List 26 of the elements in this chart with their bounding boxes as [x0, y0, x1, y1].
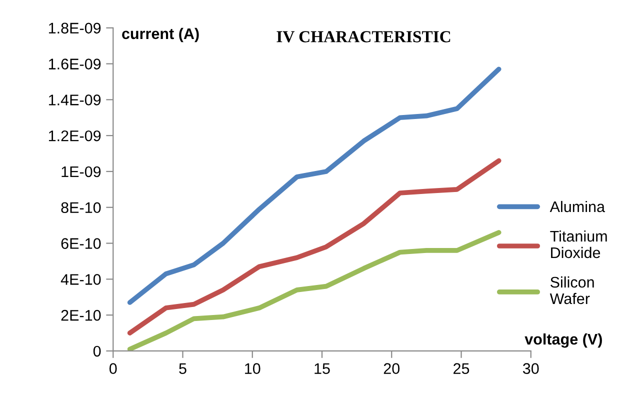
- x-tick-label: 30: [522, 363, 539, 374]
- y-tick-label: 1E-09: [62, 166, 101, 178]
- y-tick-label: 4E-10: [60, 274, 101, 285]
- y-tick-label: 2E-10: [61, 310, 101, 321]
- y-tick-label: 8E-10: [61, 202, 101, 214]
- x-axis-title: voltage (V): [524, 333, 602, 348]
- legend-label: Titanium Dioxide: [550, 230, 607, 258]
- legend-label: Silicon Wafer: [550, 276, 594, 304]
- x-tick-label: 25: [454, 363, 470, 374]
- x-tick-label: 15: [314, 363, 330, 374]
- line-series: [127, 66, 502, 305]
- y-tick-label: 1.2E-09: [48, 130, 101, 142]
- y-tick-label: 1.4E-09: [48, 94, 101, 106]
- x-tick-label: 10: [245, 363, 260, 374]
- y-tick-label: 0: [93, 346, 101, 357]
- x-tick-label: 5: [179, 363, 186, 374]
- legend-label: Alumina: [550, 200, 606, 212]
- line-series: [127, 230, 502, 351]
- y-tick-label: 1.8E-09: [48, 22, 101, 34]
- x-tick-label: 0: [109, 363, 117, 374]
- chart-title: IV CHARACTERISTIC: [276, 31, 450, 42]
- line-series: [127, 158, 502, 336]
- y-tick-label: 6E-10: [61, 238, 101, 249]
- x-tick-label: 20: [384, 363, 400, 374]
- y-tick-label: 1.6E-09: [48, 58, 101, 70]
- y-axis-title: current (A): [122, 28, 199, 42]
